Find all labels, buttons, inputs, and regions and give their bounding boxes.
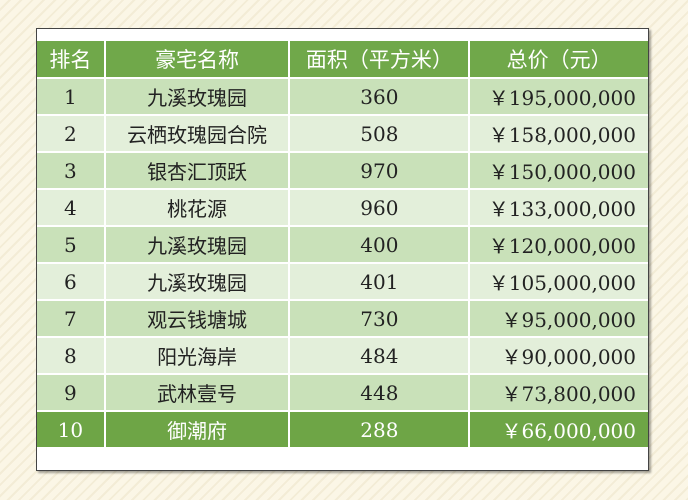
name-cell: 阳光海岸 — [105, 338, 289, 373]
name-cell: 桃花源 — [105, 190, 289, 225]
rank-cell: 8 — [37, 338, 104, 373]
rank-cell: 7 — [37, 301, 104, 336]
rank-cell: 10 — [37, 412, 104, 447]
price-cell: ￥66,000,000 — [470, 412, 648, 447]
table-row: 5 九溪玫瑰园 400 ￥120,000,000 — [37, 227, 648, 262]
luxury-home-table: 排名 豪宅名称 面积（平方米） 总价（元） 1 九溪玫瑰园 360 ￥195,000,000… — [35, 39, 650, 449]
price-cell: ￥133,000,000 — [470, 190, 648, 225]
table-row: 6 九溪玫瑰园 401 ￥105,000,000 — [37, 264, 648, 299]
table-frame: 排名 豪宅名称 面积（平方米） 总价（元） 1 九溪玫瑰园 360 ￥195,000,000… — [36, 28, 649, 471]
price-cell: ￥90,000,000 — [470, 338, 648, 373]
table-row: 8 阳光海岸 484 ￥90,000,000 — [37, 338, 648, 373]
price-cell: ￥73,800,000 — [470, 375, 648, 410]
price-cell: ￥105,000,000 — [470, 264, 648, 299]
name-cell: 银杏汇顶跃 — [105, 153, 289, 188]
area-cell: 288 — [290, 412, 469, 447]
area-cell: 400 — [290, 227, 469, 262]
name-cell: 观云钱塘城 — [105, 301, 289, 336]
header-row: 排名 豪宅名称 面积（平方米） 总价（元） — [37, 41, 648, 77]
table-row: 1 九溪玫瑰园 360 ￥195,000,000 — [37, 79, 648, 114]
price-cell: ￥158,000,000 — [470, 116, 648, 151]
table-row: 10 御潮府 288 ￥66,000,000 — [37, 412, 648, 447]
area-cell: 730 — [290, 301, 469, 336]
table-row: 4 桃花源 960 ￥133,000,000 — [37, 190, 648, 225]
rank-cell: 5 — [37, 227, 104, 262]
table-row: 9 武林壹号 448 ￥73,800,000 — [37, 375, 648, 410]
area-cell: 970 — [290, 153, 469, 188]
rank-cell: 9 — [37, 375, 104, 410]
rank-cell: 3 — [37, 153, 104, 188]
column-header: 面积（平方米） — [290, 41, 469, 77]
price-cell: ￥150,000,000 — [470, 153, 648, 188]
column-header: 排名 — [37, 41, 104, 77]
name-cell: 九溪玫瑰园 — [105, 264, 289, 299]
name-cell: 九溪玫瑰园 — [105, 79, 289, 114]
name-cell: 御潮府 — [105, 412, 289, 447]
area-cell: 484 — [290, 338, 469, 373]
name-cell: 云栖玫瑰园合院 — [105, 116, 289, 151]
column-header: 豪宅名称 — [105, 41, 289, 77]
name-cell: 九溪玫瑰园 — [105, 227, 289, 262]
area-cell: 448 — [290, 375, 469, 410]
area-cell: 960 — [290, 190, 469, 225]
price-cell: ￥95,000,000 — [470, 301, 648, 336]
rank-cell: 2 — [37, 116, 104, 151]
table-row: 7 观云钱塘城 730 ￥95,000,000 — [37, 301, 648, 336]
price-cell: ￥195,000,000 — [470, 79, 648, 114]
area-cell: 508 — [290, 116, 469, 151]
area-cell: 401 — [290, 264, 469, 299]
table-row: 3 银杏汇顶跃 970 ￥150,000,000 — [37, 153, 648, 188]
name-cell: 武林壹号 — [105, 375, 289, 410]
rank-cell: 6 — [37, 264, 104, 299]
column-header: 总价（元） — [470, 41, 648, 77]
rank-cell: 1 — [37, 79, 104, 114]
table-row: 2 云栖玫瑰园合院 508 ￥158,000,000 — [37, 116, 648, 151]
area-cell: 360 — [290, 79, 469, 114]
rank-cell: 4 — [37, 190, 104, 225]
price-cell: ￥120,000,000 — [470, 227, 648, 262]
